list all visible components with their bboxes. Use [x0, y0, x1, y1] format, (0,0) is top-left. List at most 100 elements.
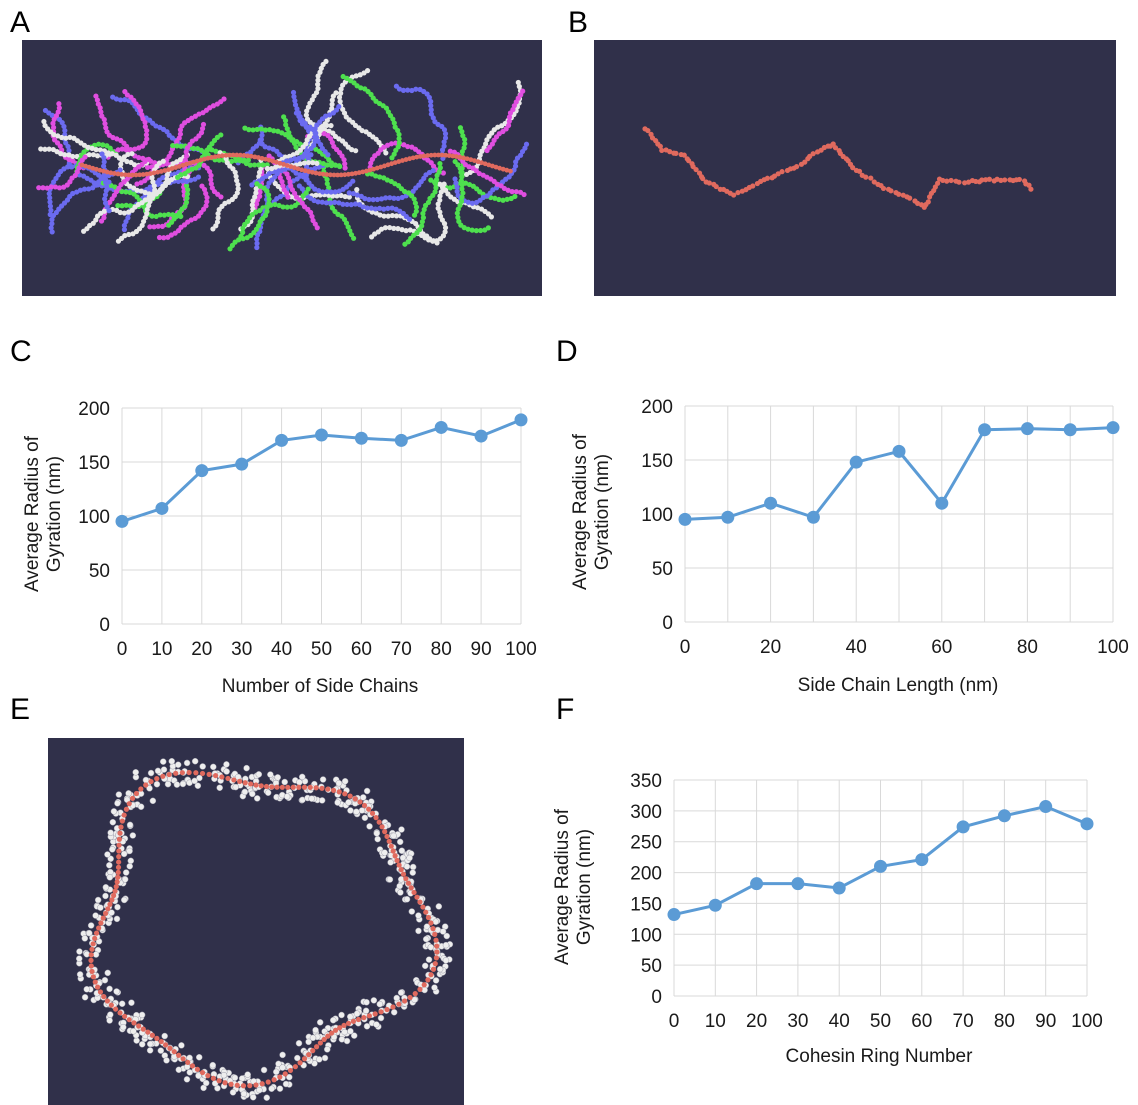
side-chain-bead: [192, 215, 198, 222]
backbone-bead: [186, 769, 192, 776]
side-chain-bead: [279, 130, 285, 136]
backbone-bead: [277, 160, 283, 166]
side-chain-bead: [129, 151, 135, 157]
side-chain-bead: [40, 185, 46, 191]
chart-f-ytick-label: 50: [641, 956, 662, 977]
backbone-bead: [295, 166, 301, 172]
backbone-render: [642, 126, 1034, 210]
cohesin-bead: [163, 1057, 170, 1064]
chart-d-ytick-label: 50: [652, 559, 673, 580]
cohesin-bead: [240, 1090, 248, 1098]
side-chain-bead: [38, 146, 44, 152]
side-chain-bead: [119, 146, 125, 152]
cohesin-bead: [408, 908, 416, 915]
side-chain-bead: [385, 205, 391, 211]
backbone-bead: [116, 859, 122, 865]
side-chain-bead: [434, 172, 440, 179]
side-chain-bead: [161, 212, 167, 218]
side-chain-bead: [71, 135, 77, 141]
cohesin-bead: [81, 935, 89, 942]
cohesin-bead: [403, 896, 411, 903]
backbone-bead: [199, 770, 206, 777]
cohesin-bead: [347, 807, 354, 814]
side-chain-bead: [264, 165, 271, 172]
side-chain-bead: [282, 154, 288, 160]
side-chain-bead: [280, 183, 286, 189]
side-chain-bead: [342, 193, 348, 200]
backbone-bead: [497, 165, 502, 171]
side-chain-bead: [89, 145, 95, 151]
side-chain-bead: [115, 203, 121, 209]
backbone-bead: [347, 793, 353, 799]
side-chain-bead: [329, 97, 335, 103]
backbone-bead: [681, 152, 687, 158]
side-chain-bead: [308, 152, 314, 158]
side-chain-bead: [411, 196, 417, 202]
side-chain-bead: [201, 186, 208, 193]
backbone-bead: [101, 168, 106, 174]
cohesin-bead: [104, 969, 111, 977]
side-chain-bead: [369, 209, 375, 215]
backbone-bead: [109, 897, 115, 903]
backbone-bead: [430, 926, 436, 932]
side-chain-bead: [520, 88, 526, 94]
side-chain-bead: [125, 209, 132, 215]
side-chain-bead: [522, 145, 528, 151]
cohesin-bead: [353, 808, 360, 816]
cohesin-bead: [159, 758, 167, 765]
side-chain-bead: [279, 179, 285, 185]
backbone-bead: [432, 961, 438, 967]
side-chain-bead: [229, 158, 235, 164]
side-chain-bead: [460, 190, 466, 196]
side-chain-bead: [393, 213, 400, 219]
cohesin-bead: [363, 787, 371, 795]
cohesin-bead: [157, 1047, 165, 1054]
backbone-bead: [222, 1080, 228, 1086]
backbone-bead: [148, 171, 153, 176]
backbone-bead: [896, 191, 902, 197]
side-chain-bead: [208, 172, 214, 179]
cohesin-bead: [435, 903, 443, 910]
side-chain-bead: [63, 140, 69, 146]
backbone-bead: [116, 842, 122, 848]
backbone-bead: [92, 935, 98, 942]
side-chain-bead: [104, 129, 110, 135]
chart-c-data-point: [394, 433, 408, 447]
backbone-bead: [299, 167, 304, 173]
cohesin-bead: [101, 976, 109, 984]
backbone-bead: [408, 885, 414, 891]
side-chain-bead: [178, 172, 184, 178]
backbone-bead: [143, 782, 149, 788]
side-chain-bead: [500, 197, 506, 203]
side-chain-bead: [151, 183, 157, 189]
backbone-bead: [432, 931, 438, 937]
side-chain-bead: [123, 147, 130, 153]
backbone-bead: [400, 871, 407, 877]
chart-f-ylabel-line1: Average Radius of: [552, 809, 573, 965]
side-chain-bead: [47, 203, 54, 209]
backbone-bead: [176, 1052, 182, 1058]
backbone-bead: [983, 177, 989, 183]
cohesin-bead: [415, 927, 422, 935]
side-chain-bead: [104, 183, 110, 190]
side-chain-bead: [353, 148, 359, 154]
backbone-bead: [388, 843, 394, 849]
side-chain-bead: [494, 181, 500, 187]
side-chain-bead: [139, 112, 145, 118]
side-chain-bead: [142, 140, 148, 146]
backbone-bead: [433, 937, 439, 943]
side-chain-bead: [336, 103, 342, 110]
chart-f-ytick-label: 200: [630, 864, 662, 885]
side-chain-bead: [246, 127, 252, 133]
side-chain-bead: [253, 190, 259, 196]
side-chain-bead: [321, 131, 327, 137]
side-chain-bead: [368, 160, 374, 166]
side-chain-bead: [384, 177, 390, 183]
side-chain-bead: [184, 178, 190, 185]
chart-d-data-point: [1063, 423, 1077, 437]
side-chain-bead: [199, 125, 206, 132]
side-chain-bead: [51, 137, 58, 143]
side-chain-bead: [257, 208, 263, 214]
backbone-bead: [421, 982, 427, 988]
backbone-bead: [191, 159, 197, 165]
